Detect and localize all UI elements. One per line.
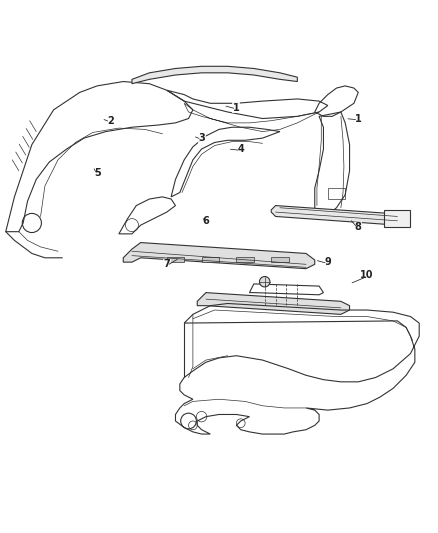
- FancyBboxPatch shape: [237, 257, 254, 262]
- FancyBboxPatch shape: [201, 257, 219, 262]
- Polygon shape: [197, 293, 350, 314]
- Text: 10: 10: [360, 270, 374, 280]
- Text: 1: 1: [355, 114, 362, 124]
- Polygon shape: [123, 243, 315, 269]
- Text: 6: 6: [202, 216, 209, 226]
- Text: 5: 5: [94, 168, 100, 178]
- Text: 8: 8: [355, 222, 362, 232]
- Text: 9: 9: [325, 257, 331, 267]
- Text: 2: 2: [107, 116, 113, 126]
- Polygon shape: [271, 206, 406, 225]
- Circle shape: [259, 277, 270, 287]
- Text: 1: 1: [233, 103, 240, 112]
- Text: 4: 4: [237, 144, 244, 154]
- FancyBboxPatch shape: [385, 210, 410, 228]
- Text: 3: 3: [198, 133, 205, 143]
- Polygon shape: [132, 66, 297, 84]
- Text: 7: 7: [163, 260, 170, 269]
- FancyBboxPatch shape: [271, 257, 289, 262]
- FancyBboxPatch shape: [167, 257, 184, 262]
